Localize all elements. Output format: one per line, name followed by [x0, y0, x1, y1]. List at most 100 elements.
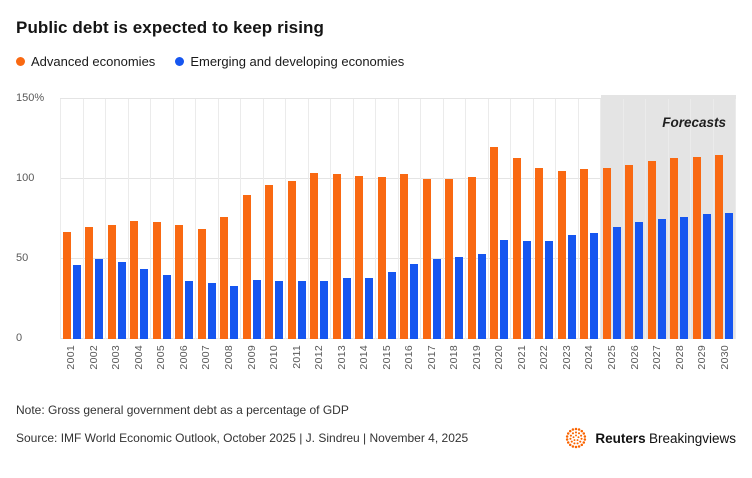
bar-advanced-2015 [377, 177, 386, 339]
bar-advanced-2003 [107, 225, 116, 339]
x-tick-label: 2006 [177, 345, 190, 370]
bar-emerging-2006 [185, 281, 194, 339]
x-tick-label: 2012 [313, 345, 326, 370]
x-tick-label: 2015 [380, 345, 393, 370]
x-tick-label: 2026 [628, 345, 641, 370]
brand-suffix: Breakingviews [648, 430, 736, 446]
x-tick-label: 2007 [200, 345, 213, 370]
x-tick-2020: 2020 [488, 345, 511, 387]
gridline [60, 98, 736, 99]
x-tick-2026: 2026 [623, 345, 646, 387]
bar-advanced-2020 [490, 147, 499, 339]
year-group-2011 [285, 99, 308, 339]
bar-emerging-2025 [612, 227, 621, 339]
x-tick-label: 2022 [538, 345, 551, 370]
bar-advanced-2025 [602, 167, 611, 339]
year-group-2021 [510, 99, 533, 339]
x-tick-2025: 2025 [601, 345, 624, 387]
chart-title: Public debt is expected to keep rising [16, 18, 324, 37]
bar-emerging-2028 [680, 217, 689, 339]
year-group-2013 [330, 99, 353, 339]
year-group-2022 [532, 99, 556, 339]
x-axis: 2001 2002 2003 2004 2005 2006 2007 2008 2009 2010… [60, 345, 736, 387]
bar-emerging-2026 [635, 222, 644, 339]
x-tick-label: 2030 [718, 345, 731, 370]
x-tick-2015: 2015 [375, 345, 398, 387]
y-tick-label: 0 [16, 332, 23, 344]
bar-advanced-2001 [62, 231, 71, 339]
y-axis: 0 50 100 150% [16, 92, 60, 344]
forecast-label: Forecasts [662, 115, 726, 130]
x-tick-label: 2001 [65, 345, 78, 370]
bar-emerging-2003 [117, 262, 126, 339]
bar-emerging-2016 [410, 263, 419, 339]
x-tick-label: 2002 [87, 345, 100, 370]
bar-emerging-2024 [590, 233, 599, 339]
x-tick-2016: 2016 [398, 345, 421, 387]
x-tick-2028: 2028 [668, 345, 691, 387]
bar-advanced-2011 [287, 180, 296, 339]
bar-advanced-2005 [152, 222, 161, 339]
x-tick-label: 2017 [425, 345, 438, 370]
reuters-logo-icon [564, 426, 588, 450]
legend: Advanced economies Emerging and developi… [16, 54, 736, 69]
year-group-2005 [150, 99, 173, 339]
year-group-2018 [442, 99, 466, 339]
legend-item-emerging: Emerging and developing economies [175, 54, 404, 69]
bar-advanced-2004 [130, 220, 139, 339]
x-tick-2018: 2018 [443, 345, 466, 387]
year-group-2007 [195, 99, 218, 339]
bar-emerging-2019 [477, 254, 486, 339]
x-tick-label: 2028 [673, 345, 686, 370]
x-tick-2010: 2010 [263, 345, 286, 387]
year-group-2020 [487, 99, 511, 339]
bar-advanced-2028 [670, 158, 679, 339]
bar-advanced-2009 [242, 195, 251, 339]
year-group-2003 [105, 99, 128, 339]
bar-emerging-2018 [455, 257, 464, 339]
year-group-2012 [307, 99, 331, 339]
x-tick-2006: 2006 [173, 345, 196, 387]
x-tick-label: 2004 [132, 345, 145, 370]
bar-emerging-2005 [162, 275, 171, 339]
x-tick-2013: 2013 [330, 345, 353, 387]
year-group-2010 [262, 99, 286, 339]
bar-emerging-2023 [567, 235, 576, 339]
bar-emerging-2002 [95, 259, 104, 339]
x-tick-label: 2005 [155, 345, 168, 370]
year-group-2016 [397, 99, 421, 339]
year-group-2027 [645, 99, 668, 339]
x-tick-2023: 2023 [556, 345, 579, 387]
bar-advanced-2016 [400, 174, 409, 339]
year-group-2023 [555, 99, 578, 339]
x-tick-2027: 2027 [646, 345, 669, 387]
plot-area: Forecasts [60, 95, 736, 339]
bar-emerging-2011 [297, 281, 306, 339]
year-group-2008 [217, 99, 241, 339]
x-tick-label: 2008 [222, 345, 235, 370]
year-group-2015 [375, 99, 398, 339]
bar-emerging-2013 [342, 278, 351, 339]
x-tick-2021: 2021 [511, 345, 534, 387]
bar-advanced-2010 [265, 185, 274, 339]
year-group-2014 [352, 99, 376, 339]
bar-emerging-2014 [365, 278, 374, 339]
bar-emerging-2010 [275, 281, 284, 339]
bar-advanced-2014 [355, 175, 364, 339]
x-tick-label: 2016 [403, 345, 416, 370]
x-tick-label: 2029 [696, 345, 709, 370]
year-group-2025 [600, 99, 623, 339]
legend-dot-advanced-icon [16, 57, 25, 66]
bar-chart: 0 50 100 150% Forecasts [16, 92, 736, 344]
x-tick-label: 2003 [110, 345, 123, 370]
bar-advanced-2027 [647, 161, 656, 339]
x-tick-label: 2019 [470, 345, 483, 370]
bar-emerging-2009 [252, 279, 261, 339]
legend-label-emerging: Emerging and developing economies [190, 54, 405, 69]
y-tick-label: 150% [16, 92, 45, 104]
year-group-2006 [172, 99, 196, 339]
bar-advanced-2002 [85, 227, 94, 339]
bar-emerging-2012 [320, 281, 329, 339]
x-tick-2004: 2004 [128, 345, 151, 387]
bar-advanced-2018 [445, 179, 454, 339]
